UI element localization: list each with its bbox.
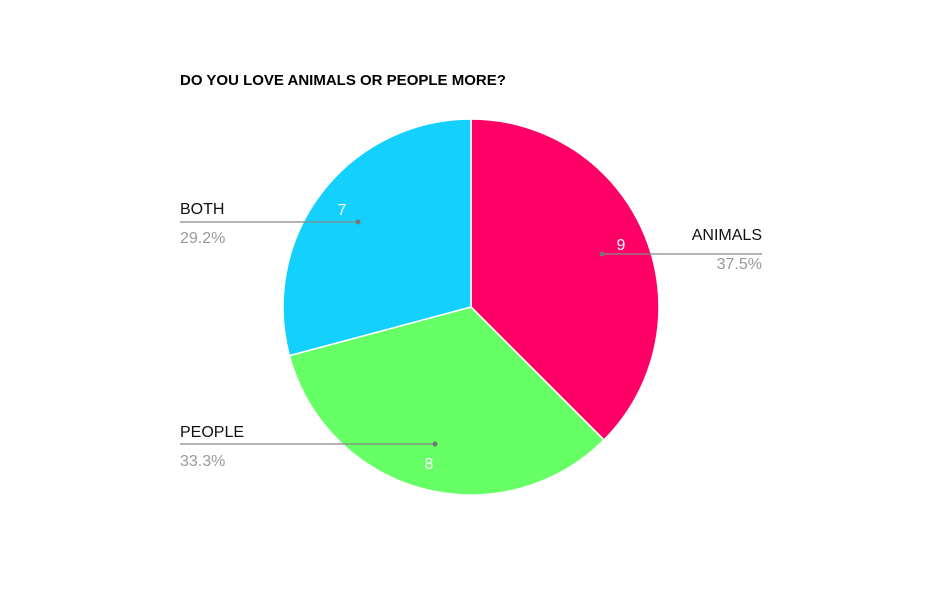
leader-dot-people <box>432 441 438 447</box>
slice-label-both: BOTH <box>180 201 224 218</box>
slice-label-animals: ANIMALS <box>692 227 762 244</box>
slice-value-people: 8 <box>425 456 434 473</box>
slice-label-people: PEOPLE <box>180 424 244 441</box>
slice-value-both: 7 <box>338 202 347 219</box>
pie-slice-animals <box>470 118 660 441</box>
leader-dot-both <box>355 219 361 225</box>
chart-title: DO YOU LOVE ANIMALS OR PEOPLE MORE? <box>180 72 506 89</box>
slice-value-animals: 9 <box>617 237 626 254</box>
leader-dot-animals <box>599 251 605 257</box>
slice-percent-both: 29.2% <box>180 230 225 247</box>
pie-slice-people <box>288 306 605 496</box>
pie-slice-both <box>282 118 472 357</box>
slice-percent-people: 33.3% <box>180 453 225 470</box>
slice-percent-animals: 37.5% <box>717 256 762 273</box>
